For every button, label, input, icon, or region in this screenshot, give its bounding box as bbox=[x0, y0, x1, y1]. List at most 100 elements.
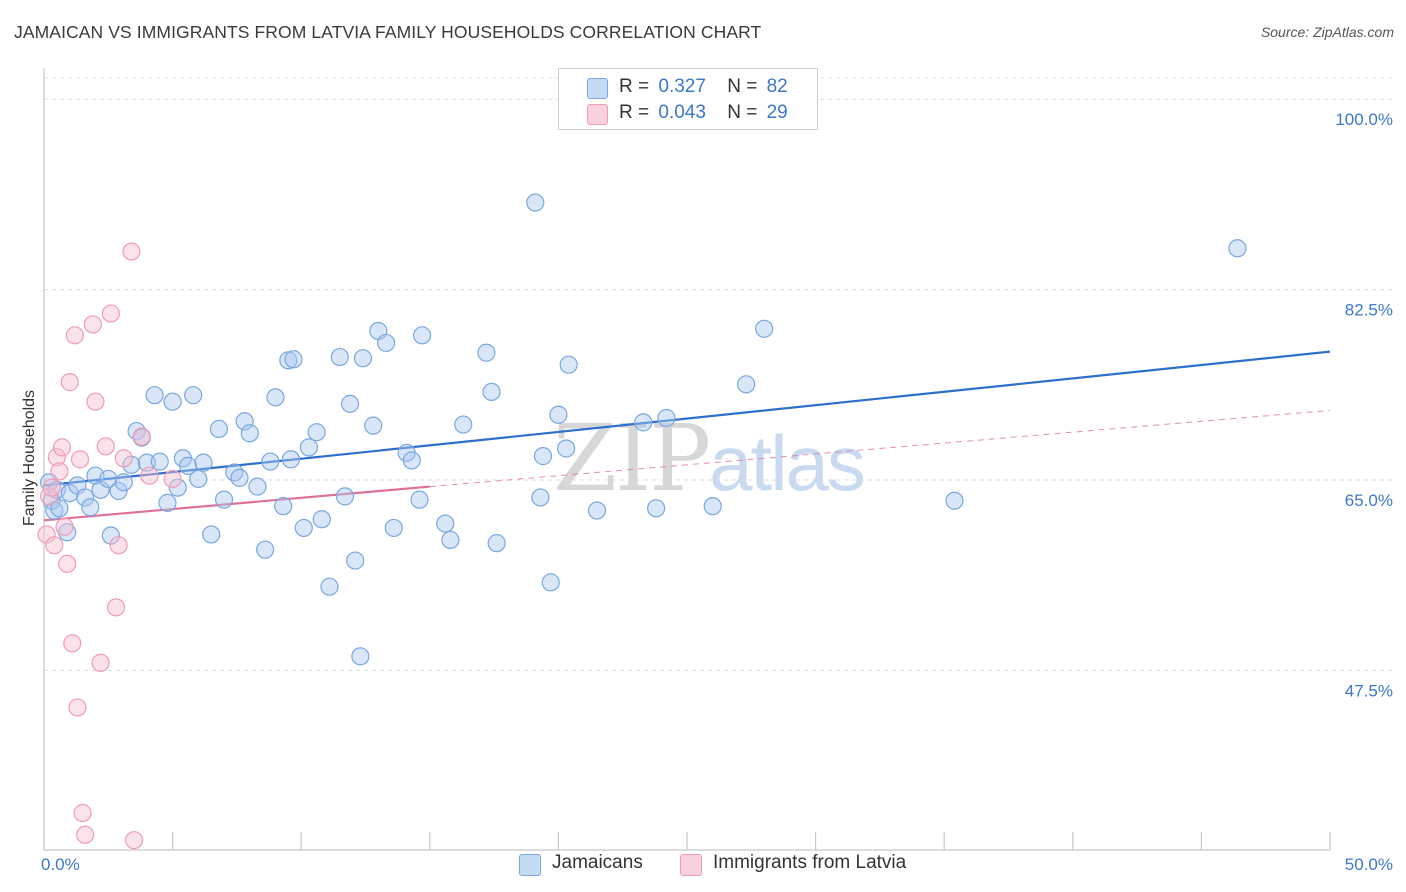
trend-lines bbox=[43, 350, 1331, 522]
point-latvia bbox=[132, 427, 151, 446]
point-jamaican bbox=[284, 350, 303, 369]
point-jamaican bbox=[541, 573, 560, 592]
legend-n-label: N = bbox=[727, 102, 758, 123]
point-latvia bbox=[163, 469, 182, 489]
trend-line-latvia bbox=[43, 485, 430, 522]
point-jamaican bbox=[410, 490, 429, 509]
point-jamaican bbox=[214, 490, 234, 509]
point-latvia bbox=[52, 438, 72, 457]
point-jamaican bbox=[209, 419, 228, 439]
point-jamaican bbox=[281, 450, 301, 469]
point-latvia bbox=[73, 803, 92, 823]
point-jamaican bbox=[307, 423, 326, 442]
legend-r-label: R = bbox=[619, 102, 650, 123]
chart-source: Source: ZipAtlas.com bbox=[1260, 24, 1394, 40]
legend-r-value: 0.043 bbox=[658, 102, 706, 123]
point-jamaican bbox=[559, 355, 578, 374]
point-jamaican bbox=[945, 491, 964, 510]
point-jamaican bbox=[266, 388, 285, 407]
point-jamaican bbox=[557, 439, 576, 458]
point-jamaican bbox=[101, 526, 120, 545]
y-tick-label: 82.5% bbox=[1345, 301, 1393, 320]
point-latvia bbox=[122, 242, 141, 261]
point-jamaican bbox=[168, 478, 187, 497]
y-tick-label: 100.0% bbox=[1335, 110, 1393, 129]
point-jamaican bbox=[487, 534, 506, 553]
bottom-legend-label: Immigrants from Latvia bbox=[713, 852, 907, 873]
point-latvia bbox=[101, 304, 120, 323]
point-jamaican bbox=[189, 469, 208, 489]
point-jamaican bbox=[454, 415, 473, 434]
point-jamaican bbox=[178, 456, 198, 475]
point-jamaican bbox=[703, 497, 722, 516]
point-jamaican bbox=[441, 530, 460, 549]
point-latvia bbox=[45, 536, 64, 555]
point-jamaican bbox=[436, 514, 455, 533]
point-latvia bbox=[124, 831, 144, 850]
point-jamaican bbox=[240, 424, 259, 443]
point-latvia bbox=[91, 653, 110, 672]
point-jamaican bbox=[114, 473, 133, 492]
bottom-legend-swatch-blue bbox=[519, 854, 541, 876]
point-jamaican bbox=[202, 525, 221, 544]
point-jamaican bbox=[634, 413, 653, 432]
point-jamaican bbox=[320, 577, 339, 596]
axes bbox=[43, 68, 1331, 851]
point-jamaican bbox=[412, 326, 432, 345]
x-tick-label: 0.0% bbox=[41, 855, 80, 874]
point-jamaican bbox=[1228, 239, 1247, 258]
point-jamaican bbox=[109, 481, 128, 501]
bottom-legend-label: Jamaicans bbox=[552, 852, 643, 873]
point-latvia bbox=[68, 698, 87, 717]
point-jamaican bbox=[330, 347, 349, 367]
point-latvia bbox=[70, 450, 90, 469]
point-jamaican bbox=[225, 463, 244, 482]
point-latvia bbox=[140, 466, 159, 485]
point-latvia bbox=[114, 449, 133, 468]
point-latvia bbox=[50, 462, 69, 481]
point-jamaican bbox=[299, 438, 319, 457]
tick-labels: 47.5% 65.0% 82.5% 100.0% 0.0% 50.0% bbox=[41, 110, 1393, 874]
point-jamaican bbox=[76, 488, 95, 507]
point-latvia bbox=[86, 392, 105, 411]
point-latvia bbox=[55, 517, 74, 536]
point-jamaican bbox=[657, 408, 676, 428]
point-jamaican bbox=[587, 501, 607, 520]
watermark-zip: ZIP bbox=[553, 405, 711, 512]
point-jamaican bbox=[477, 343, 496, 362]
point-jamaican bbox=[312, 510, 331, 529]
point-jamaican bbox=[274, 497, 293, 516]
trend-line-latvia-extension bbox=[429, 409, 1331, 488]
point-latvia bbox=[60, 373, 79, 392]
point-jamaican bbox=[294, 518, 313, 538]
watermark: ZIPatlas bbox=[553, 405, 866, 512]
watermark-atlas: atlas bbox=[709, 419, 866, 507]
point-jamaican bbox=[533, 447, 553, 466]
point-jamaican bbox=[335, 487, 355, 506]
legend-swatch-blue bbox=[587, 78, 608, 99]
legend-r-label: R = bbox=[619, 76, 650, 97]
point-jamaican bbox=[376, 333, 396, 353]
point-latvia bbox=[76, 825, 95, 844]
point-jamaican bbox=[248, 477, 267, 496]
point-jamaican bbox=[482, 382, 501, 402]
point-jamaican bbox=[353, 349, 373, 368]
point-jamaican bbox=[230, 468, 249, 487]
legend-r-value: 0.327 bbox=[658, 76, 706, 97]
point-latvia bbox=[58, 554, 77, 573]
y-tick-label: 65.0% bbox=[1345, 491, 1393, 510]
point-jamaican bbox=[364, 416, 383, 435]
point-latvia bbox=[96, 437, 115, 456]
point-jamaican bbox=[647, 499, 666, 518]
point-latvia bbox=[106, 598, 126, 617]
chart-title: JAMAICAN VS IMMIGRANTS FROM LATVIA FAMIL… bbox=[14, 22, 762, 42]
grid bbox=[44, 77, 1394, 671]
point-jamaican bbox=[737, 375, 756, 394]
point-jamaican bbox=[158, 493, 177, 512]
legend-n-label: N = bbox=[727, 76, 758, 97]
point-jamaican bbox=[531, 488, 550, 507]
point-jamaican bbox=[384, 518, 403, 538]
trend-line-jamaicans bbox=[43, 350, 1331, 487]
bottom-legend-swatch-pink bbox=[680, 854, 702, 876]
